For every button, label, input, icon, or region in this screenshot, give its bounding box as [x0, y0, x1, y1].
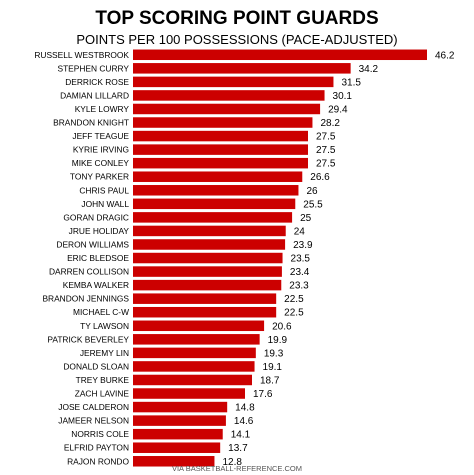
value-label: 12.8 [222, 457, 242, 468]
category-label: JEFF TEAGUE [72, 131, 129, 141]
bar [133, 293, 277, 304]
bar [133, 361, 255, 372]
chart-title: TOP SCORING POINT GUARDS [95, 8, 378, 29]
category-label: TY LAWSON [80, 321, 129, 331]
category-label: MIKE CONLEY [72, 158, 130, 168]
value-label: 19.1 [263, 362, 283, 373]
category-label: TREY BURKE [76, 375, 130, 385]
value-label: 23.3 [289, 281, 309, 292]
bar [133, 157, 308, 169]
value-label: 22.5 [284, 308, 304, 319]
category-label: DERON WILLIAMS [56, 239, 129, 249]
category-label: KEMBA WALKER [63, 280, 129, 290]
bar [133, 198, 296, 210]
bar [133, 144, 308, 155]
value-label: 19.3 [264, 348, 284, 359]
source-note: VIA BASKETBALL-REFERENCE.COM [172, 464, 302, 473]
bar [133, 76, 334, 88]
category-label: GORAN DRAGIC [63, 212, 129, 222]
value-label: 31.5 [341, 77, 361, 88]
value-label: 13.7 [228, 443, 248, 454]
bar [133, 239, 286, 250]
category-label: RUSSELL WESTBROOK [34, 50, 129, 60]
category-label: STEPHEN CURRY [57, 63, 129, 73]
chart-subtitle: POINTS PER 100 POSSESSIONS (PACE-ADJUSTE… [76, 32, 397, 47]
category-label: KYLE LOWRY [75, 104, 130, 114]
value-label: 28.2 [320, 118, 340, 129]
category-label: BRANDON KNIGHT [53, 118, 129, 128]
category-label: JEREMY LIN [80, 348, 129, 358]
bar [133, 117, 313, 128]
bar [133, 279, 282, 291]
category-label: JOSE CALDERON [58, 402, 129, 412]
value-label: 20.6 [272, 321, 292, 332]
bar [133, 428, 223, 440]
category-label: KYRIE IRVING [73, 145, 129, 155]
value-label: 14.1 [231, 430, 251, 441]
bar [133, 225, 286, 237]
value-label: 25 [300, 213, 312, 224]
value-label: 30.1 [333, 91, 353, 102]
bar [133, 171, 303, 182]
value-label: 27.5 [316, 145, 336, 156]
value-label: 19.9 [268, 335, 288, 346]
value-label: 25.5 [303, 199, 323, 210]
value-label: 14.8 [235, 403, 255, 414]
value-label: 23.9 [293, 240, 313, 251]
bar [133, 185, 299, 196]
category-label: JAMEER NELSON [58, 416, 129, 426]
category-label: CHRIS PAUL [79, 185, 129, 195]
category-label: MICHAEL C-W [73, 307, 129, 317]
bars-group: RUSSELL WESTBROOK 46.2 STEPHEN CURRY 34.2 DE… [34, 49, 455, 468]
bar [133, 334, 260, 345]
category-label: DARREN COLLISON [49, 267, 129, 277]
category-label: ZACH LAVINE [75, 389, 130, 399]
value-label: 27.5 [316, 159, 336, 170]
value-label: 22.5 [284, 294, 304, 305]
bar [133, 252, 283, 264]
bar [133, 90, 325, 101]
category-label: DAMIAN LILLARD [60, 90, 129, 100]
bar [133, 63, 351, 74]
category-label: ELFRID PAYTON [64, 443, 129, 453]
value-label: 34.2 [359, 64, 379, 75]
value-label: 17.6 [253, 389, 273, 400]
bar [133, 103, 321, 115]
category-label: JRUE HOLIDAY [69, 226, 130, 236]
bar [133, 266, 282, 277]
bar [133, 306, 277, 318]
value-label: 46.2 [435, 50, 455, 61]
bar [133, 130, 308, 142]
bar [133, 401, 228, 413]
category-label: NORRIS COLE [71, 429, 129, 439]
category-label: JOHN WALL [81, 199, 129, 209]
value-label: 26.6 [310, 172, 330, 183]
bar [133, 388, 245, 399]
category-label: BRANDON JENNINGS [42, 294, 129, 304]
bar [133, 347, 256, 359]
bar [133, 415, 226, 426]
value-label: 23.5 [291, 254, 311, 265]
value-label: 14.6 [234, 416, 254, 427]
category-label: TONY PARKER [70, 172, 129, 182]
category-label: PATRICK BEVERLEY [47, 334, 129, 344]
value-label: 29.4 [328, 104, 348, 115]
value-label: 26 [306, 186, 318, 197]
bar [133, 49, 427, 61]
value-label: 18.7 [260, 375, 280, 386]
category-label: DERRICK ROSE [65, 77, 129, 87]
bar [133, 320, 265, 332]
category-label: DONALD SLOAN [63, 361, 129, 371]
value-label: 27.5 [316, 132, 336, 143]
bar [133, 456, 215, 467]
category-label: RAJON RONDO [67, 456, 129, 466]
value-label: 24 [294, 226, 306, 237]
bar [133, 212, 293, 223]
category-label: ERIC BLEDSOE [67, 253, 129, 263]
bar [133, 374, 252, 386]
bar [133, 442, 221, 453]
value-label: 23.4 [290, 267, 310, 278]
